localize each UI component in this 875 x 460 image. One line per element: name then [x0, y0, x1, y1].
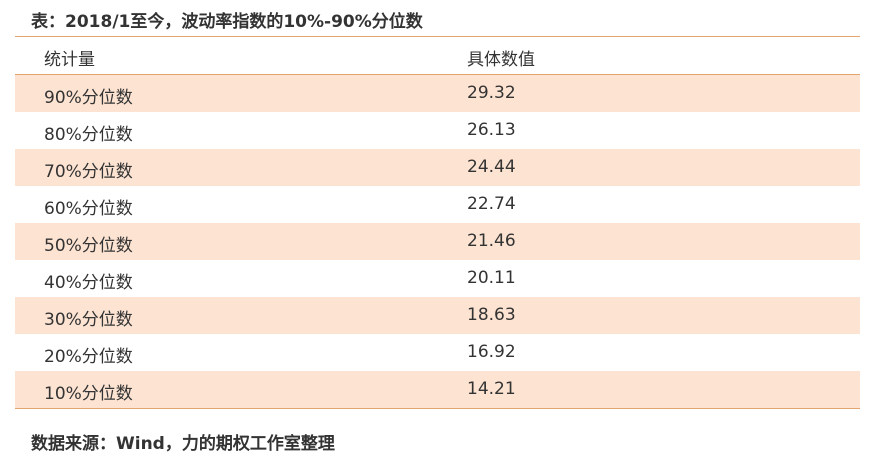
table-title: 表：2018/1至今，波动率指数的10%-90%分位数: [31, 12, 423, 32]
value-cell: 20.11: [467, 268, 516, 288]
statistic-cell: 70%分位数: [44, 162, 133, 182]
statistic-cell: 10%分位数: [44, 384, 133, 404]
table-row: 80%分位数 26.13: [15, 112, 860, 149]
value-cell: 22.74: [467, 194, 516, 214]
value-cell: 29.32: [467, 83, 516, 103]
value-cell: 18.63: [467, 305, 516, 325]
table-row: 70%分位数 24.44: [15, 149, 860, 186]
value-cell: 24.44: [467, 157, 516, 177]
table-row: 10%分位数 14.21: [15, 371, 860, 408]
value-cell: 26.13: [467, 120, 516, 140]
statistic-cell: 60%分位数: [44, 199, 133, 219]
statistic-cell: 90%分位数: [44, 88, 133, 108]
table-row: 50%分位数 21.46: [15, 223, 860, 260]
header-value: 具体数值: [467, 50, 535, 70]
statistic-cell: 30%分位数: [44, 310, 133, 330]
value-cell: 14.21: [467, 379, 516, 399]
table-row: 30%分位数 18.63: [15, 297, 860, 334]
table-row: 40%分位数 20.11: [15, 260, 860, 297]
table-row: 90%分位数 29.32: [15, 75, 860, 112]
table-row: 60%分位数 22.74: [15, 186, 860, 223]
data-source-note: 数据来源：Wind，力的期权工作室整理: [31, 434, 335, 454]
percentile-table: 统计量 具体数值 90%分位数 29.32 80%分位数 26.13 70%分位数 24.…: [15, 36, 860, 409]
statistic-cell: 50%分位数: [44, 236, 133, 256]
table-row: 20%分位数 16.92: [15, 334, 860, 371]
table-header-row: 统计量 具体数值: [15, 37, 860, 75]
statistic-cell: 40%分位数: [44, 273, 133, 293]
statistic-cell: 20%分位数: [44, 347, 133, 367]
statistic-cell: 80%分位数: [44, 125, 133, 145]
value-cell: 21.46: [467, 231, 516, 251]
value-cell: 16.92: [467, 342, 516, 362]
header-statistic: 统计量: [44, 50, 95, 70]
